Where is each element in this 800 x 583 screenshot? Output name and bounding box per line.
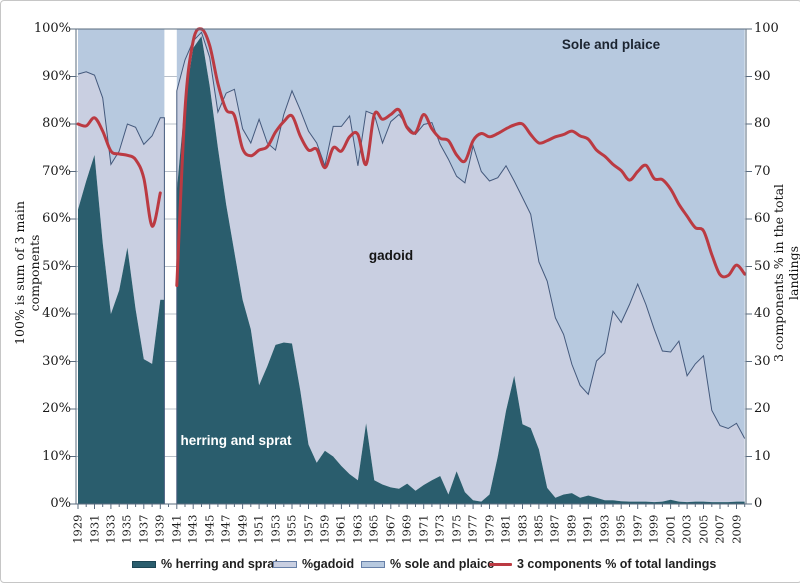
y-axis-left-tick-label: 60% xyxy=(42,211,71,226)
herring-swatch-icon xyxy=(132,560,156,568)
y-axis-left-tick-label: 70% xyxy=(42,163,71,179)
y-axis-left-tick-label: 80% xyxy=(42,116,71,131)
x-axis-tick-label: 1931 xyxy=(87,514,101,544)
y-axis-left-tick-label: 20% xyxy=(42,401,71,416)
x-axis-tick-label: 1933 xyxy=(103,514,118,544)
x-axis-tick-label: 1961 xyxy=(333,514,348,544)
x-axis-tick-label: 1987 xyxy=(547,514,562,544)
x-axis-tick-label: 1969 xyxy=(399,514,414,544)
legend-label: % sole and plaice xyxy=(390,557,495,571)
gadoid-swatch-icon xyxy=(273,560,297,568)
x-axis-tick-label: 1943 xyxy=(185,514,200,544)
area-label-gadoid: gadoid xyxy=(368,248,414,263)
y-axis-left-tick-label: 0% xyxy=(50,496,71,511)
y-axis-right-tick-label: 40 xyxy=(754,306,771,321)
x-axis-tick-label: 1947 xyxy=(218,514,233,544)
x-axis-tick-label: 1959 xyxy=(317,514,332,544)
x-axis-tick-label: 1939 xyxy=(152,514,167,544)
legend-label: 3 components % of total landings xyxy=(517,557,717,571)
y-axis-left-tick-label: 30% xyxy=(42,353,71,369)
y-axis-right-tick-label: 80 xyxy=(754,116,771,131)
legend-label: % herring and sprat xyxy=(161,557,279,571)
x-axis-tick-label: 1955 xyxy=(284,514,299,544)
x-axis-tick-label: 1973 xyxy=(432,514,447,544)
red-line-swatch-icon xyxy=(489,562,512,566)
x-axis-tick-label: 1975 xyxy=(449,514,464,544)
y-axis-right-tick-label: 100 xyxy=(754,21,779,36)
x-axis-tick-label: 1951 xyxy=(251,514,266,544)
legend-item-sole: % sole and plaice xyxy=(361,553,494,575)
y-axis-right-tick-label: 0 xyxy=(754,496,763,511)
x-axis-tick-label: 1929 xyxy=(70,514,85,544)
y-axis-left-tick-label: 40% xyxy=(42,306,71,321)
x-axis-tick-label: 2003 xyxy=(679,514,694,544)
y-axis-right-tick-label: 70 xyxy=(754,163,771,179)
legend: % herring and sprat %gadoid % sole and p… xyxy=(1,553,800,577)
legend-item-gadoid: %gadoid xyxy=(273,553,354,575)
legend-label: %gadoid xyxy=(302,557,355,571)
x-axis-tick-label: 1991 xyxy=(580,514,595,544)
y-axis-right-tick-label: 50 xyxy=(754,258,771,274)
x-axis-tick-label: 1981 xyxy=(498,514,513,544)
x-axis-tick-label: 1935 xyxy=(119,514,134,544)
y-axis-right-tick-label: 20 xyxy=(754,401,771,416)
y-axis-right-tick-label: 30 xyxy=(754,353,771,369)
x-axis-tick-label: 1965 xyxy=(366,514,381,544)
x-axis-tick-label: 1977 xyxy=(465,514,480,544)
x-axis-tick-label: 1963 xyxy=(350,514,365,544)
x-axis-tick-label: 1989 xyxy=(564,514,579,544)
legend-item-total-landings: 3 components % of total landings xyxy=(489,553,716,575)
x-axis-tick-label: 1945 xyxy=(202,514,217,544)
legend-item-herring: % herring and sprat xyxy=(132,553,278,575)
area-label-herring-and-sprat: herring and sprat xyxy=(180,433,292,448)
x-axis-tick-label: 2005 xyxy=(696,514,710,544)
x-axis-tick-label: 1985 xyxy=(531,514,546,544)
x-axis-tick-label: 1983 xyxy=(515,514,529,544)
sole-swatch-icon xyxy=(361,560,385,568)
x-axis-tick-label: 1941 xyxy=(169,514,184,544)
x-axis-tick-label: 1971 xyxy=(416,514,431,544)
x-axis-tick-label: 1957 xyxy=(301,514,315,544)
y-axis-left-tick-label: 10% xyxy=(42,448,71,464)
x-axis-tick-label: 1937 xyxy=(136,514,151,544)
x-axis-tick-label: 2007 xyxy=(712,514,727,544)
x-axis-tick-label: 1967 xyxy=(383,514,398,544)
x-axis-tick-label: 1993 xyxy=(597,514,612,544)
x-axis-tick-label: 1995 xyxy=(613,514,628,544)
y-axis-right-tick-label: 10 xyxy=(754,448,771,464)
x-axis-tick-label: 1953 xyxy=(268,514,282,544)
y-axis-left-tick-label: 50% xyxy=(42,258,71,274)
area-label-sole-and-plaice: Sole and plaice xyxy=(561,37,661,52)
y-axis-left-tick-label: 90% xyxy=(42,68,71,84)
y-axis-right-tick-label: 60 xyxy=(754,211,771,226)
x-axis-tick-label: 1999 xyxy=(646,514,661,544)
x-axis-tick-label: 1949 xyxy=(235,514,250,544)
x-axis-tick-label: 1997 xyxy=(630,514,645,544)
x-axis-tick-label: 2001 xyxy=(663,514,678,544)
x-axis-tick-label: 1979 xyxy=(482,514,496,544)
y-axis-left-tick-label: 100% xyxy=(33,21,71,36)
x-axis-tick-label: 2009 xyxy=(729,514,743,544)
y-axis-right-tick-label: 90 xyxy=(754,68,771,84)
